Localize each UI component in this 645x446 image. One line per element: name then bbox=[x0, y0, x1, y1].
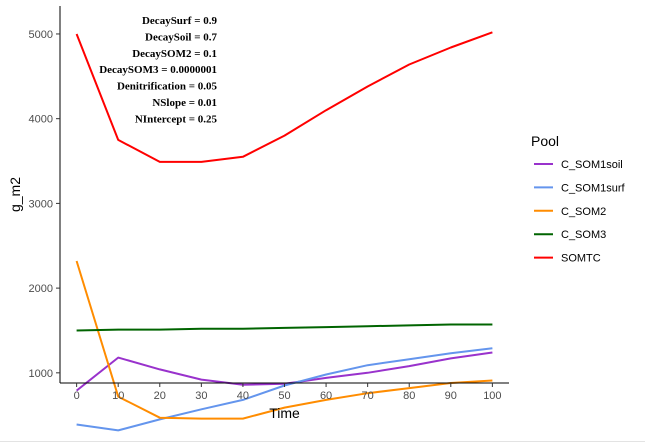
parameter-annotation: Denitrification = 0.05 bbox=[117, 81, 218, 93]
y-tick-label: 5000 bbox=[29, 29, 53, 41]
legend-label: C_SOM2 bbox=[561, 206, 606, 218]
x-axis-title: Time bbox=[269, 405, 300, 421]
legend-label: C_SOM3 bbox=[561, 229, 606, 241]
legend-label: C_SOM1surf bbox=[561, 182, 626, 194]
x-tick-label: 60 bbox=[320, 390, 332, 402]
x-tick-label: 80 bbox=[403, 390, 415, 402]
parameter-annotation: DecaySOM3 = 0.0000001 bbox=[99, 64, 217, 76]
x-tick-label: 100 bbox=[483, 390, 501, 402]
y-tick-label: 3000 bbox=[29, 198, 53, 210]
parameter-annotation: DecaySoil = 0.7 bbox=[145, 31, 217, 43]
y-tick-label: 2000 bbox=[29, 283, 53, 295]
legend-title: Pool bbox=[531, 133, 559, 149]
x-tick-label: 90 bbox=[445, 390, 457, 402]
x-tick-label: 40 bbox=[237, 390, 249, 402]
parameter-annotation: NIntercept = 0.25 bbox=[135, 113, 218, 125]
y-tick-label: 4000 bbox=[29, 114, 53, 126]
y-axis-title: g_m2 bbox=[7, 177, 23, 212]
bottom-rule bbox=[0, 441, 645, 442]
legend-label: SOMTC bbox=[561, 253, 601, 265]
series-line-c-som2 bbox=[75, 260, 493, 420]
x-tick-label: 50 bbox=[278, 390, 290, 402]
y-tick-label: 1000 bbox=[29, 368, 53, 380]
parameter-annotation: NSlope = 0.01 bbox=[152, 97, 217, 109]
axes: 0 10 20 30 40 50 60 70 80 90 100 1000 2000 3000 4000 50… bbox=[29, 6, 509, 402]
annotations: DecaySurf = 0.9 DecaySoil = 0.7 DecaySOM2 … bbox=[99, 15, 217, 125]
series-line-c-som3 bbox=[76, 323, 493, 332]
x-tick-label: 10 bbox=[112, 390, 124, 402]
parameter-annotation: DecaySurf = 0.9 bbox=[142, 15, 218, 27]
x-tick-label: 0 bbox=[74, 390, 80, 402]
x-tick-label: 20 bbox=[154, 390, 166, 402]
x-tick-label: 70 bbox=[362, 390, 374, 402]
series-line-somtc bbox=[75, 31, 493, 163]
parameter-annotation: DecaySOM2 = 0.1 bbox=[132, 48, 217, 60]
legend-label: C_SOM1soil bbox=[561, 159, 623, 171]
x-tick-label: 30 bbox=[195, 390, 207, 402]
plot-lines bbox=[75, 31, 493, 432]
